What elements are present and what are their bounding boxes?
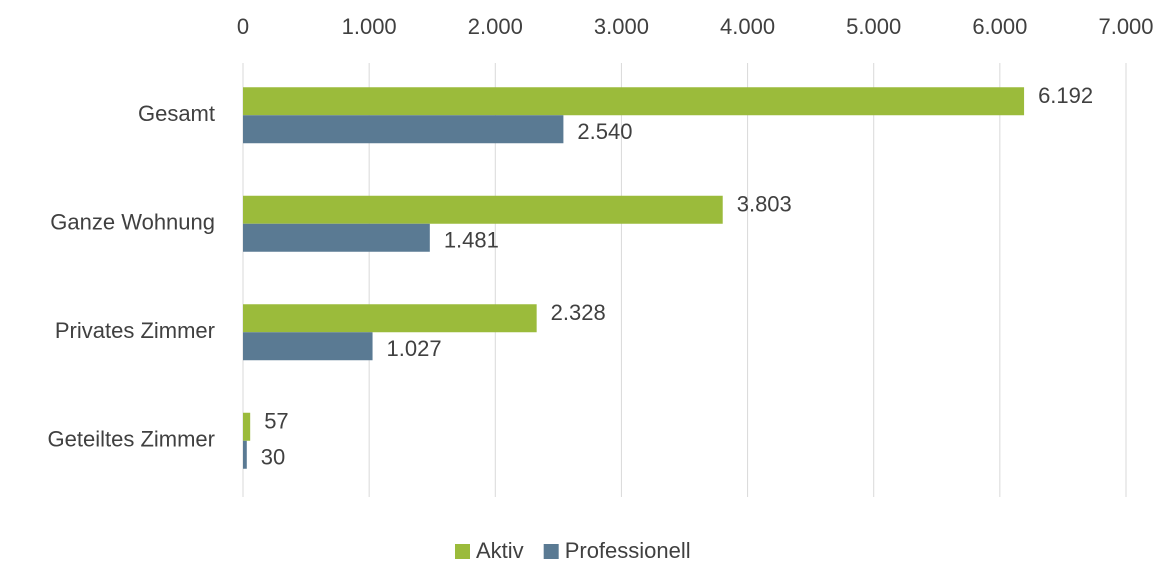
bar: [243, 332, 373, 361]
value-label: 57: [264, 409, 288, 434]
legend-swatch: [455, 544, 470, 559]
y-tick-label: Geteiltes Zimmer: [48, 427, 215, 452]
x-tick-label: 6.000: [972, 14, 1027, 39]
y-tick-label: Gesamt: [138, 101, 215, 126]
x-tick-label: 7.000: [1098, 14, 1153, 39]
value-label: 6.192: [1038, 83, 1093, 108]
bar: [243, 195, 723, 224]
bar: [243, 412, 251, 441]
bar: [243, 440, 247, 469]
value-label: 2.540: [577, 119, 632, 144]
x-tick-label: 3.000: [594, 14, 649, 39]
value-label: 30: [261, 445, 285, 470]
bar: [243, 87, 1025, 116]
bar: [243, 304, 537, 333]
legend-label: Aktiv: [476, 538, 524, 563]
y-tick-label: Privates Zimmer: [55, 318, 215, 343]
value-label: 1.027: [387, 336, 442, 361]
value-label: 3.803: [737, 192, 792, 217]
x-tick-label: 2.000: [468, 14, 523, 39]
value-label: 2.328: [551, 300, 606, 325]
x-tick-label: 5.000: [846, 14, 901, 39]
x-tick-label: 1.000: [342, 14, 397, 39]
value-label: 1.481: [444, 228, 499, 253]
legend-label: Professionell: [565, 538, 691, 563]
x-tick-label: 0: [237, 14, 249, 39]
y-tick-label: Ganze Wohnung: [50, 210, 215, 235]
x-tick-label: 4.000: [720, 14, 775, 39]
bar: [243, 115, 564, 144]
bar: [243, 223, 430, 252]
legend-swatch: [543, 544, 559, 559]
